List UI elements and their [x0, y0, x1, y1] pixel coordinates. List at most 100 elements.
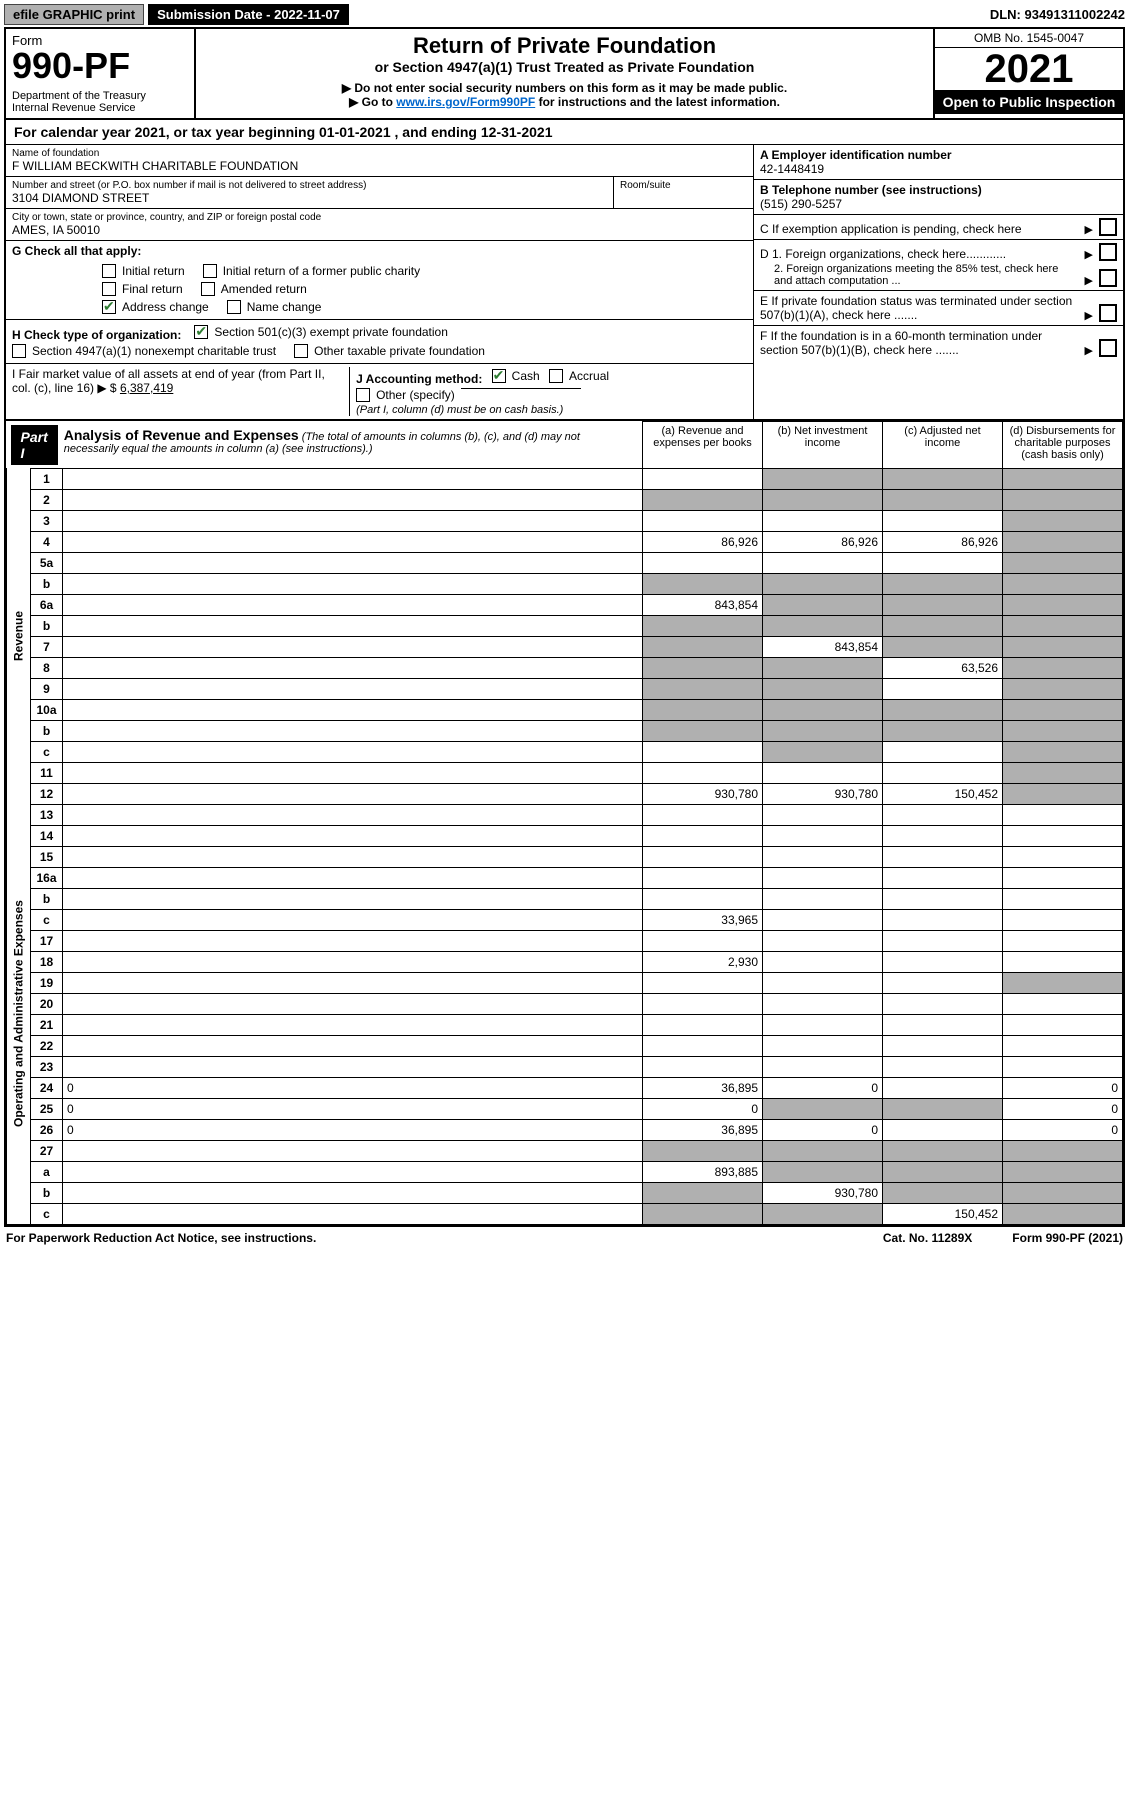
- amount-cell: 36,895: [643, 1119, 763, 1140]
- chk-accrual[interactable]: [549, 369, 563, 383]
- amount-cell: [1003, 594, 1123, 615]
- amount-cell: [643, 552, 763, 573]
- chk-4947[interactable]: [12, 344, 26, 358]
- amount-cell: [763, 930, 883, 951]
- calendar-year-row: For calendar year 2021, or tax year begi…: [6, 120, 1123, 145]
- chk-60-month[interactable]: [1099, 339, 1117, 357]
- line-desc: [63, 1140, 643, 1161]
- line-number: b: [31, 888, 63, 909]
- lbl-name-change: Name change: [247, 300, 322, 314]
- line-desc: [63, 1014, 643, 1035]
- lbl-4947: Section 4947(a)(1) nonexempt charitable …: [32, 344, 276, 358]
- amount-cell: [1003, 636, 1123, 657]
- line-number: 13: [31, 804, 63, 825]
- amount-cell: [1003, 510, 1123, 531]
- amount-cell: 930,780: [763, 1182, 883, 1203]
- line-number: 19: [31, 972, 63, 993]
- amount-cell: [763, 888, 883, 909]
- lbl-initial-return: Initial return: [122, 264, 185, 278]
- amount-cell: [883, 699, 1003, 720]
- amount-cell: 2,930: [643, 951, 763, 972]
- chk-foreign-org[interactable]: [1099, 243, 1117, 261]
- phone-label: B Telephone number (see instructions): [760, 183, 1117, 197]
- amount-cell: [763, 720, 883, 741]
- room-suite-label: Room/suite: [613, 177, 753, 208]
- foundation-name: F WILLIAM BECKWITH CHARITABLE FOUNDATION: [12, 159, 747, 173]
- amount-cell: [883, 1119, 1003, 1140]
- foundation-name-label: Name of foundation: [12, 148, 747, 159]
- amount-cell: [883, 867, 1003, 888]
- line-number: 10a: [31, 699, 63, 720]
- chk-amended-return[interactable]: [201, 282, 215, 296]
- line-desc: [63, 468, 643, 489]
- amount-cell: [1003, 468, 1123, 489]
- open-public-badge: Open to Public Inspection: [935, 90, 1123, 114]
- chk-address-change[interactable]: [102, 300, 116, 314]
- amount-cell: [883, 1014, 1003, 1035]
- chk-initial-former[interactable]: [203, 264, 217, 278]
- efile-print-button[interactable]: efile GRAPHIC print: [4, 4, 144, 25]
- amount-cell: 0: [1003, 1098, 1123, 1119]
- ein: 42-1448419: [760, 162, 1117, 176]
- line-number: c: [31, 1203, 63, 1224]
- chk-status-terminated[interactable]: [1099, 304, 1117, 322]
- amount-cell: [1003, 888, 1123, 909]
- line-number: 1: [31, 468, 63, 489]
- amount-cell: [763, 1056, 883, 1077]
- line-number: 24: [31, 1077, 63, 1098]
- amount-cell: [883, 594, 1003, 615]
- amount-cell: [883, 489, 1003, 510]
- amount-cell: [883, 972, 1003, 993]
- chk-other-taxable[interactable]: [294, 344, 308, 358]
- col-a-header: (a) Revenue and expenses per books: [643, 422, 763, 469]
- instructions-link[interactable]: www.irs.gov/Form990PF: [396, 95, 535, 109]
- chk-other-method[interactable]: [356, 388, 370, 402]
- amount-cell: [1003, 762, 1123, 783]
- chk-name-change[interactable]: [227, 300, 241, 314]
- line-number: 2: [31, 489, 63, 510]
- submission-date-label: Submission Date - 2022-11-07: [148, 4, 349, 25]
- lbl-other-taxable: Other taxable private foundation: [314, 344, 485, 358]
- amount-cell: [643, 888, 763, 909]
- line-number: c: [31, 741, 63, 762]
- line-desc: 0: [63, 1098, 643, 1119]
- amount-cell: [763, 951, 883, 972]
- amount-cell: [643, 867, 763, 888]
- line-desc: [63, 783, 643, 804]
- amount-cell: [883, 888, 1003, 909]
- amount-cell: [1003, 909, 1123, 930]
- line-desc: [63, 1161, 643, 1182]
- amount-cell: [763, 804, 883, 825]
- line-desc: [63, 972, 643, 993]
- amount-cell: [643, 657, 763, 678]
- line-number: 17: [31, 930, 63, 951]
- line-desc: [63, 741, 643, 762]
- amount-cell: [763, 1140, 883, 1161]
- form-number: 990-PF: [12, 48, 188, 84]
- line-desc: [63, 636, 643, 657]
- chk-501c3[interactable]: [194, 325, 208, 339]
- amount-cell: [1003, 993, 1123, 1014]
- line-number: 12: [31, 783, 63, 804]
- amount-cell: 0: [1003, 1077, 1123, 1098]
- line-number: b: [31, 720, 63, 741]
- line-number: b: [31, 615, 63, 636]
- chk-85pct-test[interactable]: [1099, 269, 1117, 287]
- amount-cell: 0: [1003, 1119, 1123, 1140]
- amount-cell: 893,885: [643, 1161, 763, 1182]
- part1-title: Analysis of Revenue and Expenses: [64, 427, 299, 443]
- e-label: E If private foundation status was termi…: [760, 294, 1079, 322]
- chk-final-return[interactable]: [102, 282, 116, 296]
- amount-cell: 63,526: [883, 657, 1003, 678]
- chk-initial-return[interactable]: [102, 264, 116, 278]
- amount-cell: [883, 1098, 1003, 1119]
- chk-exemption-pending[interactable]: [1099, 218, 1117, 236]
- note-suffix: for instructions and the latest informat…: [535, 95, 780, 109]
- amount-cell: [1003, 1014, 1123, 1035]
- line-desc: [63, 1182, 643, 1203]
- amount-cell: 150,452: [883, 783, 1003, 804]
- lbl-amended-return: Amended return: [221, 282, 307, 296]
- line-number: 18: [31, 951, 63, 972]
- amount-cell: [1003, 615, 1123, 636]
- chk-cash[interactable]: [492, 369, 506, 383]
